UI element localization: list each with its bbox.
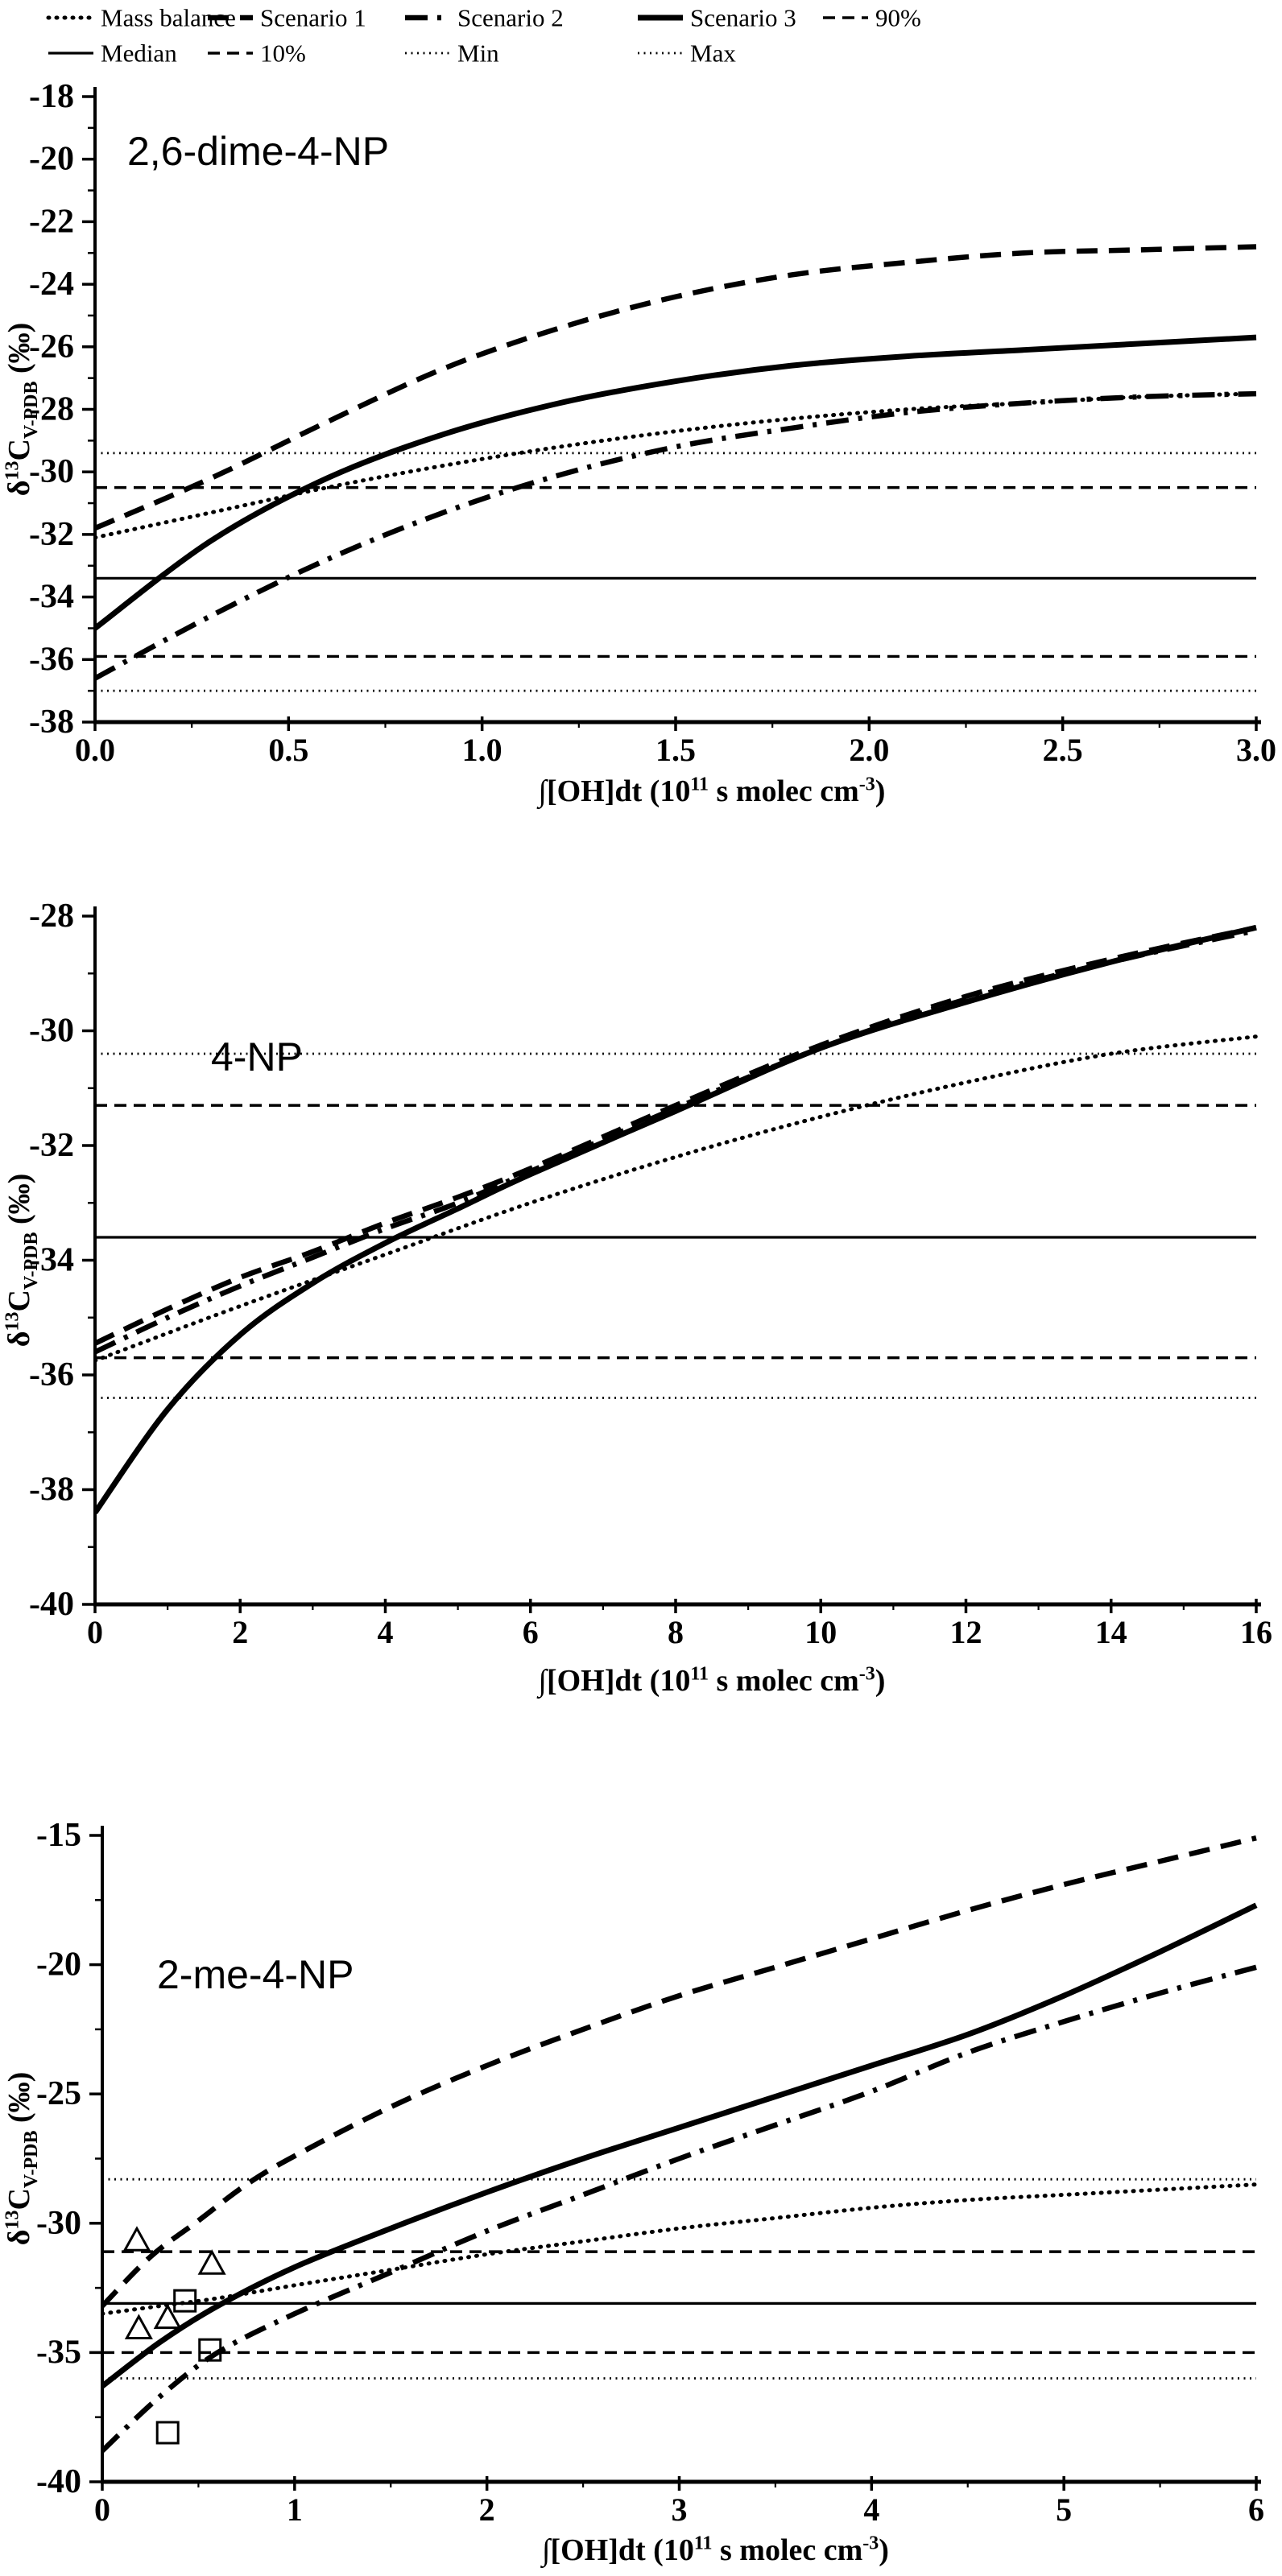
legend: Mass balance Scenario 1 Scenario 2 Scenario… (46, 4, 921, 68)
series-scenario-1 (94, 925, 1257, 1346)
x-axis-title: ∫[OH]dt (1011 s molec cm-3) (540, 2533, 889, 2569)
y-tick-label: -30 (36, 2205, 81, 2242)
panel-title: 2,6-dime-4-NP (127, 129, 389, 174)
series-scenario-3 (94, 924, 1257, 1515)
field-data-triangles-marker (197, 2249, 226, 2275)
legend-label: Scenario 2 (457, 4, 564, 32)
legend-label: 10% (260, 39, 306, 68)
y-tick-label: -26 (29, 328, 74, 365)
x-tick-label: 1 (287, 2491, 303, 2528)
field-data-triangles-marker (124, 2314, 153, 2339)
legend-item-scenario-3: Scenario 3 (638, 4, 796, 32)
x-tick-label: 14 (1095, 1614, 1127, 1650)
legend-label: Median (101, 39, 177, 68)
y-tick-label: -22 (29, 203, 74, 240)
y-tick-label: -36 (29, 1356, 74, 1393)
legend-label: Min (457, 39, 499, 68)
chart-1-2-6-dime-4-np: -18 -20 -22 -24 -26 -28 -30 -32 -34 -36 -380.0 0.5 1… (2, 78, 1276, 810)
x-tick-label: 1.0 (462, 732, 502, 768)
series-scenario-1 (94, 244, 1257, 531)
y-tick-label: -38 (29, 1472, 74, 1509)
y-tick-label: -28 (29, 391, 74, 428)
legend-label: Scenario 3 (690, 4, 796, 32)
y-tick-label: -40 (36, 2463, 81, 2500)
x-tick-label: 3.0 (1236, 732, 1276, 768)
y-tick-label: -32 (29, 1127, 74, 1164)
series-scenario-3 (101, 1902, 1258, 2388)
x-tick-label: 2.5 (1043, 732, 1083, 768)
series-scenario-2 (101, 1964, 1257, 2453)
x-tick-label: 2.0 (849, 732, 889, 768)
series-scenario-1 (101, 1835, 1257, 2308)
y-tick-label: -36 (29, 641, 74, 678)
field-data-squares-marker (155, 2421, 180, 2445)
legend-item-10-: 10% (208, 39, 306, 68)
x-tick-label: 2 (232, 1614, 248, 1650)
y-tick-label: -30 (29, 453, 74, 490)
series-mass-balance (101, 2182, 1259, 2316)
y-tick-label: -18 (29, 78, 74, 115)
x-tick-label: 1.5 (655, 732, 696, 768)
x-tick-label: 2 (479, 2491, 495, 2528)
x-tick-label: 0.0 (75, 732, 115, 768)
x-tick-label: 8 (668, 1614, 684, 1650)
x-axis-title: ∫[OH]dt (1011 s molec cm-3) (537, 1663, 886, 1699)
legend-label: 90% (875, 4, 921, 32)
y-tick-label: -40 (29, 1586, 74, 1623)
legend-item-scenario-2: Scenario 2 (405, 4, 564, 32)
x-axis-title: ∫[OH]dt (1011 s molec cm-3) (537, 774, 886, 810)
x-tick-label: 0 (87, 1614, 103, 1650)
y-tick-label: -32 (29, 516, 74, 553)
y-tick-label: -34 (29, 579, 74, 616)
legend-item-mass-balance: Mass balance (46, 4, 236, 32)
x-tick-label: 5 (1056, 2491, 1072, 2528)
legend-item-max: Max (638, 39, 736, 68)
series-scenario-2 (94, 927, 1257, 1355)
y-tick-label: -24 (29, 266, 74, 303)
y-tick-label: -34 (29, 1242, 74, 1279)
series-scenario-3 (94, 334, 1257, 631)
panel-title: 4-NP (211, 1034, 303, 1080)
x-tick-label: 16 (1240, 1614, 1272, 1650)
chart-3-2-me-4-np: -15 -20 -25 -30 -35 -40 0 1 2 3 4 5 6 2-me-4-NP ∫[OH]d… (2, 1817, 1264, 2569)
series-mass-balance (94, 1034, 1259, 1363)
y-tick-label: -20 (36, 1946, 81, 1984)
y-tick-label: -15 (36, 1817, 81, 1854)
field-data-squares-marker (173, 2289, 197, 2313)
field-data-triangles-marker (153, 2303, 182, 2330)
y-axis-title: δ13CV-PDB (‰) (2, 323, 42, 497)
x-tick-label: 6 (1248, 2491, 1264, 2528)
x-tick-label: 3 (672, 2491, 688, 2528)
legend-item-90-: 90% (823, 4, 921, 32)
x-tick-label: 0.5 (268, 732, 308, 768)
x-tick-label: 4 (863, 2491, 879, 2528)
y-tick-label: -20 (29, 141, 74, 178)
chart-2-4-np: -28 -30 -32 -34 -36 -38 -40 0 2 4 6 8 10 12 14 16 4-NP ∫[… (2, 898, 1272, 1699)
y-tick-label: -25 (36, 2075, 81, 2112)
series-scenario-2 (94, 390, 1257, 681)
x-tick-label: 4 (378, 1614, 394, 1650)
panel-title: 2-me-4-NP (157, 1952, 354, 1997)
legend-label: Max (690, 39, 736, 68)
y-axis-title: δ13CV-PDB (‰) (2, 1174, 42, 1348)
y-tick-label: -35 (36, 2334, 81, 2371)
x-tick-label: 0 (94, 2491, 110, 2528)
legend-item-median: Median (48, 39, 177, 68)
field-data-squares-marker (198, 2338, 222, 2362)
y-tick-label: -28 (29, 898, 74, 935)
x-tick-label: 12 (950, 1614, 982, 1650)
x-tick-label: 10 (804, 1614, 837, 1650)
legend-label: Scenario 1 (260, 4, 366, 32)
y-tick-label: -30 (29, 1013, 74, 1050)
series-mass-balance (94, 391, 1259, 540)
legend-item-min: Min (405, 39, 499, 68)
legend-item-scenario-1: Scenario 1 (208, 4, 366, 32)
x-tick-label: 6 (523, 1614, 539, 1650)
y-tick-label: -38 (29, 704, 74, 741)
y-axis-title: δ13CV-PDB (‰) (2, 2072, 42, 2246)
field-data-triangles-marker (122, 2226, 151, 2252)
